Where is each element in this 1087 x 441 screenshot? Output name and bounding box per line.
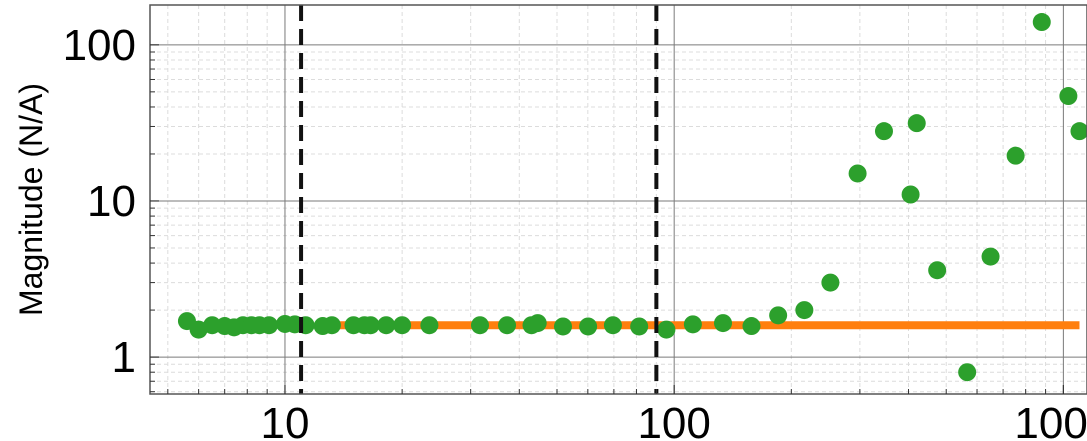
axis-ticks [150,44,1064,394]
x-tick-label: 10 [260,399,309,441]
data-point [630,317,649,336]
data-point [377,316,396,335]
data-point [714,314,733,333]
data-point [498,316,517,335]
data-point [683,315,702,334]
x-tick-label: 100 [637,399,710,441]
minor-grid [150,5,1087,394]
data-point [553,317,572,336]
data-point [393,316,412,335]
series-layer [177,13,1087,382]
data-point [928,261,947,280]
data-point [361,316,380,335]
data-point [528,314,547,333]
data-point [579,317,598,336]
data-point [1070,122,1087,141]
y-tick-label: 10 [87,177,136,226]
reference-lines [299,5,659,394]
data-point [901,185,920,204]
y-tick-label: 1 [112,333,136,382]
data-point [322,316,341,335]
data-point [657,320,676,339]
data-point [603,316,622,335]
data-point [874,122,893,141]
y-axis-label: Magnitude (N/A) [13,83,49,316]
data-point [1032,13,1051,32]
data-point [848,164,867,183]
data-point [1059,87,1078,106]
data-point [795,301,814,320]
x-tick-label: 1000 [1014,399,1087,441]
data-point [189,320,208,339]
data-point [742,317,761,336]
y-tick-label: 100 [63,21,136,70]
data-point [260,316,279,335]
data-point [958,363,977,382]
data-point [769,306,788,325]
tick-labels: 10 100 1000 1 10 100 [63,21,1087,441]
data-point [470,316,489,335]
data-point [1006,146,1025,165]
data-point [821,273,840,292]
data-point [420,316,439,335]
data-point [907,114,926,133]
data-point [981,247,1000,266]
plot-frame [149,4,1087,395]
